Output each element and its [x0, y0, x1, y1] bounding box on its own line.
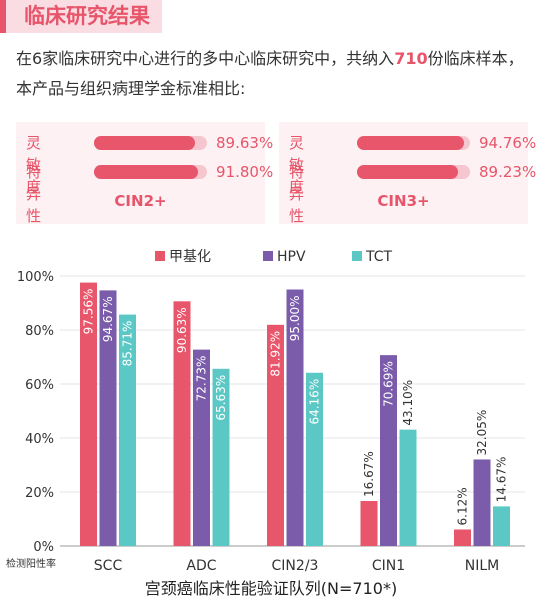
- cin2-card: 灵敏度 89.63% 特异性 91.80% CIN2+: [16, 122, 273, 225]
- bar-data-label: 16.67%: [362, 451, 376, 497]
- positive-rate-bar-chart: 0% 20% 40% 60% 80% 100% 甲基化 HPV TCT 97.56% 94.67% 8…: [6, 248, 525, 598]
- card-category: CIN2+: [114, 192, 167, 210]
- card-category: CIN3+: [377, 192, 430, 210]
- x-tick-label: CIN2/3: [272, 558, 319, 574]
- bar-data-label: 6.12%: [456, 487, 470, 525]
- cin3-card: 灵敏度 94.76% 特异性 89.23% CIN3+: [279, 122, 536, 225]
- y-tick-label: 40%: [25, 432, 54, 447]
- sample-count: 710: [394, 49, 428, 68]
- bar-data-label: 72.73%: [195, 356, 209, 402]
- sensitivity-value: 94.76%: [479, 134, 537, 152]
- chart-title: 宫颈癌临床性能验证队列(N=710*): [145, 579, 397, 598]
- bar-data-label: 97.56%: [82, 289, 96, 335]
- x-tick-label: CIN1: [372, 558, 405, 574]
- bar-data-label: 81.92%: [269, 331, 283, 377]
- bar: [360, 500, 378, 546]
- bar-data-label: 85.71%: [121, 321, 135, 367]
- bar: [286, 289, 304, 546]
- intro-paragraph: 在6家临床研究中心进行的多中心临床研究中，共纳入710份临床样本，本产品与组织病…: [16, 44, 534, 104]
- x-tick-label: SCC: [94, 558, 123, 574]
- bar: [454, 529, 471, 546]
- bar: [173, 301, 191, 546]
- bar: [473, 459, 491, 546]
- intro-text-after: 份临床样本，本产品与组织病理学金标准相比:: [16, 49, 524, 98]
- bar-data-label: 70.69%: [382, 361, 396, 407]
- y-tick-label: 0%: [33, 540, 54, 555]
- sensitivity-value: 89.63%: [216, 134, 274, 152]
- specificity-value: 89.23%: [479, 163, 537, 181]
- specificity-bar-fill: [94, 165, 198, 179]
- legend-swatch: [263, 251, 273, 261]
- legend-swatch: [352, 251, 362, 261]
- bar: [119, 314, 136, 546]
- specificity-bar-track: [357, 165, 470, 179]
- bar-data-label: 65.63%: [214, 375, 228, 421]
- sensitivity-bar-fill: [94, 136, 196, 150]
- legend-swatch: [155, 251, 165, 261]
- sensitivity-label: 灵敏度: [26, 134, 42, 196]
- legend-label: HPV: [277, 249, 306, 265]
- sensitivity-bar-fill: [357, 136, 465, 150]
- specificity-label: 特异性: [289, 163, 305, 225]
- specificity-bar-track: [94, 165, 207, 179]
- x-tick-label: NILM: [465, 558, 499, 574]
- bar: [306, 372, 323, 546]
- legend-label: 甲基化: [169, 248, 211, 265]
- bar: [212, 368, 230, 546]
- x-tick-label: ADC: [186, 558, 216, 574]
- sensitivity-bar-track: [357, 136, 470, 150]
- bar: [399, 429, 417, 546]
- bar: [99, 290, 117, 546]
- sensitivity-bar-track: [94, 136, 207, 150]
- sensitivity-label: 灵敏度: [289, 134, 305, 196]
- intro-text-before: 在6家临床研究中心进行的多中心临床研究中，共纳入: [16, 49, 395, 68]
- bar-data-label: 94.67%: [101, 296, 115, 342]
- bar: [193, 349, 210, 546]
- bar: [80, 282, 97, 546]
- bar-data-label: 64.16%: [308, 379, 322, 425]
- bar: [267, 324, 284, 546]
- bar-data-label: 32.05%: [475, 410, 489, 456]
- bar: [493, 506, 510, 546]
- bar: [380, 355, 397, 546]
- legend-label: TCT: [365, 249, 393, 265]
- y-tick-label: 20%: [25, 486, 54, 501]
- bar-data-label: 43.10%: [401, 380, 415, 426]
- specificity-label: 特异性: [26, 163, 42, 225]
- specificity-bar-fill: [357, 165, 458, 179]
- section-title: 临床研究结果: [0, 0, 162, 33]
- bar-data-label: 95.00%: [288, 296, 302, 342]
- specificity-value: 91.80%: [216, 163, 274, 181]
- y-tick-label: 80%: [25, 324, 54, 339]
- y-axis-label: 检测阳性率: [6, 557, 56, 570]
- bar-data-label: 14.67%: [495, 457, 509, 503]
- y-tick-label: 60%: [25, 378, 54, 393]
- y-tick-label: 100%: [17, 270, 54, 285]
- bar-data-label: 90.63%: [175, 307, 189, 353]
